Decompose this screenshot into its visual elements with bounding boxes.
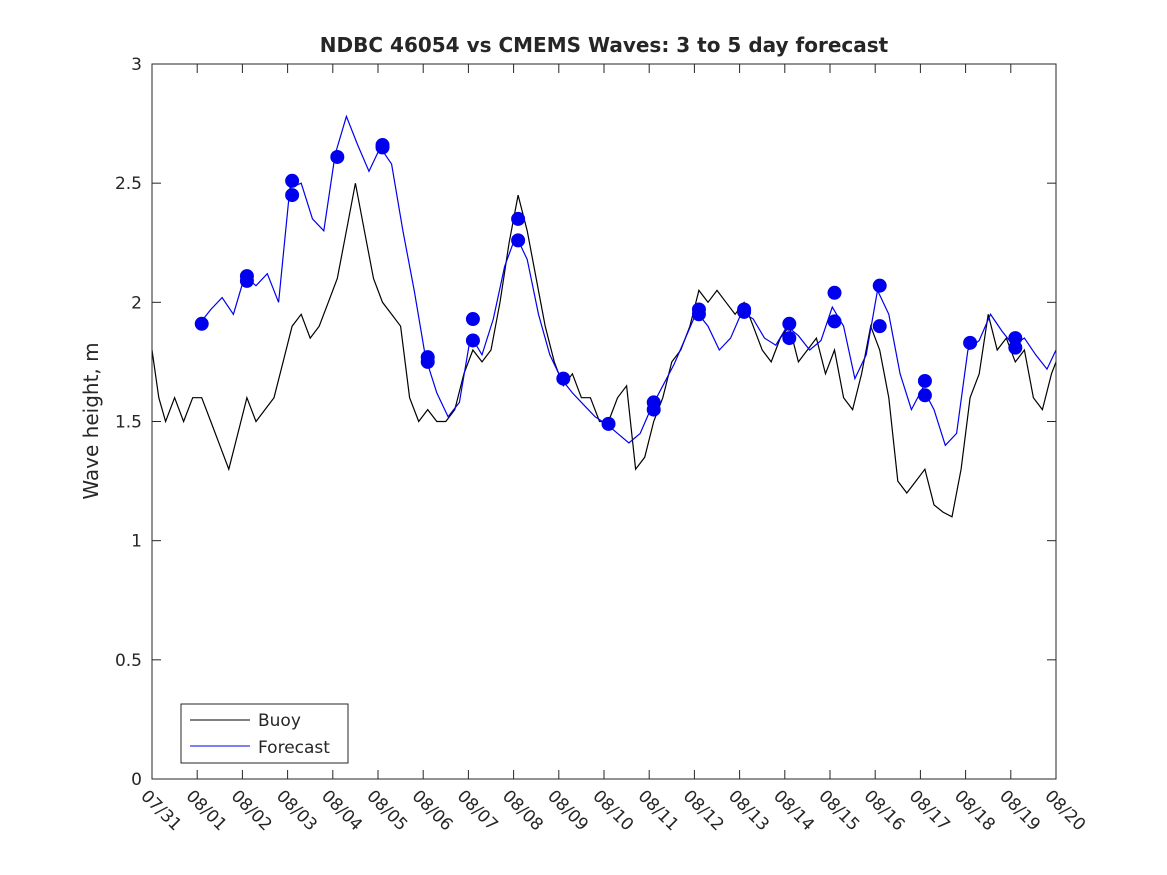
- legend-forecast-label: Forecast: [258, 738, 330, 758]
- forecast-marker: [420, 350, 435, 365]
- legend: Buoy Forecast: [180, 703, 349, 764]
- y-tick-label: 2.5: [115, 174, 142, 194]
- legend-buoy-label: Buoy: [258, 711, 301, 731]
- forecast-marker: [963, 335, 978, 350]
- forecast-marker: [917, 388, 932, 403]
- forecast-marker: [737, 302, 752, 317]
- forecast-marker: [330, 149, 345, 164]
- forecast-marker: [827, 314, 842, 329]
- forecast-marker: [872, 278, 887, 293]
- series-line-forecast: [199, 114, 1057, 447]
- forecast-marker: [465, 333, 480, 348]
- forecast-marker: [511, 233, 526, 248]
- forecast-marker: [782, 316, 797, 331]
- forecast-marker: [1008, 331, 1023, 346]
- forecast-marker: [827, 285, 842, 300]
- forecast-marker: [511, 211, 526, 226]
- forecast-marker: [646, 395, 661, 410]
- forecast-marker: [556, 371, 571, 386]
- forecast-marker: [691, 302, 706, 317]
- forecast-marker: [782, 331, 797, 346]
- y-tick-label: 0.5: [115, 651, 142, 671]
- forecast-marker: [285, 173, 300, 188]
- forecast-marker: [872, 319, 887, 334]
- y-axis-label: Wave height, m: [79, 342, 103, 499]
- forecast-marker: [465, 312, 480, 327]
- y-tick-label: 2: [131, 293, 142, 313]
- legend-box: [180, 703, 349, 764]
- forecast-marker: [194, 316, 209, 331]
- y-tick-label: 0: [131, 770, 142, 790]
- forecast-marker: [601, 416, 616, 431]
- forecast-markers: [194, 138, 1023, 431]
- forecast-marker: [375, 138, 390, 153]
- forecast-marker: [917, 373, 932, 388]
- y-axis-ticks: 0 0.5 1 1.5 2 2.5 3: [115, 55, 1056, 790]
- chart-title: NDBC 46054 vs CMEMS Waves: 3 to 5 day fo…: [320, 33, 889, 57]
- forecast-marker: [239, 269, 254, 284]
- forecast-marker: [285, 188, 300, 203]
- y-tick-label: 1: [131, 532, 142, 552]
- y-tick-label: 3: [131, 55, 142, 75]
- y-tick-label: 1.5: [115, 413, 142, 433]
